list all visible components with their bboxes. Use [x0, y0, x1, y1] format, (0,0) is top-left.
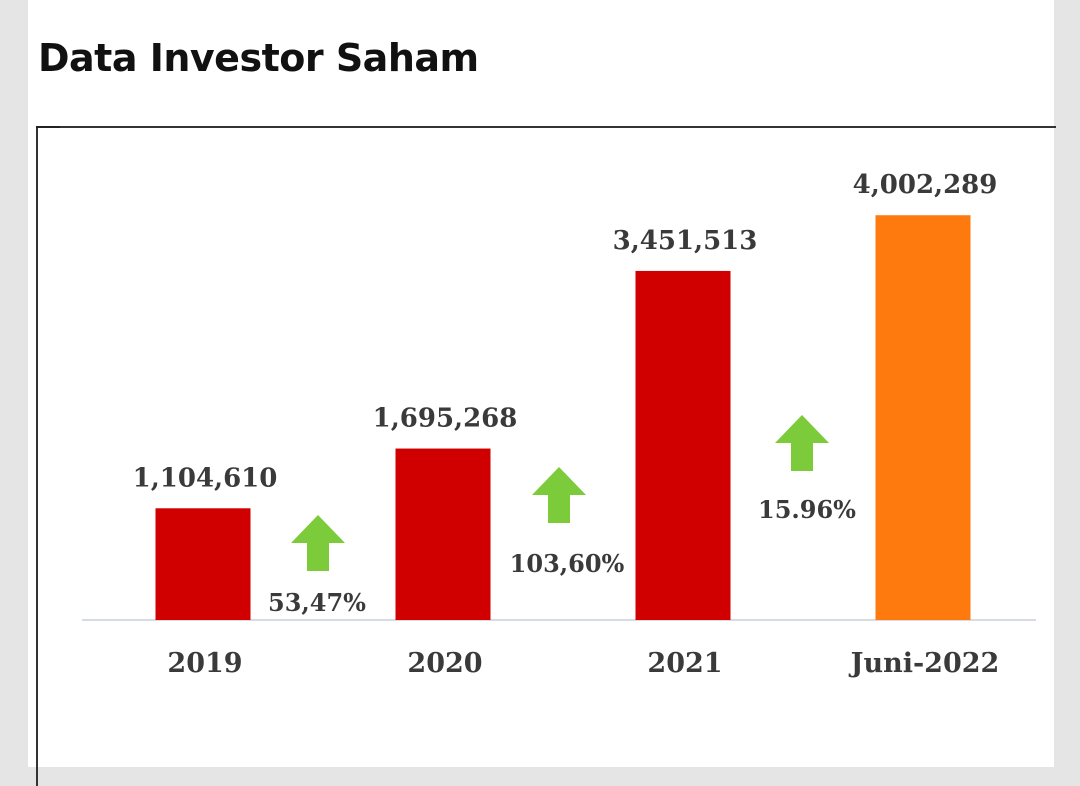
page-title: Data Investor Saham: [38, 36, 479, 80]
chart-frame-tick: [36, 126, 60, 128]
up-arrow-icon: [291, 515, 345, 571]
category-label: 2020: [407, 648, 482, 679]
up-arrow-icon: [532, 467, 586, 523]
chart-frame: [36, 126, 1056, 786]
growth-label: 53,47%: [268, 588, 366, 617]
bar-2019: [155, 508, 251, 620]
value-label: 3,451,513: [613, 226, 758, 256]
value-label: 1,104,610: [133, 463, 278, 493]
up-arrow-icon: [775, 415, 829, 471]
category-label: Juni-2022: [849, 648, 1000, 679]
growth-label: 15.96%: [758, 495, 856, 524]
page-margin-right: [1054, 0, 1080, 767]
category-label: 2019: [167, 648, 242, 679]
bar-chart: 1,104,610 2019 1,695,268 2020 3,451,513 2021 4…: [82, 170, 1036, 679]
value-label: 1,695,268: [373, 404, 518, 434]
bar-2021: [635, 270, 731, 620]
bar-juni-2022: [875, 215, 971, 621]
value-label: 4,002,289: [853, 170, 998, 200]
growth-label: 103,60%: [510, 549, 625, 578]
category-label: 2021: [647, 648, 722, 679]
page-margin-left: [0, 0, 28, 767]
bar-2020: [395, 448, 491, 620]
